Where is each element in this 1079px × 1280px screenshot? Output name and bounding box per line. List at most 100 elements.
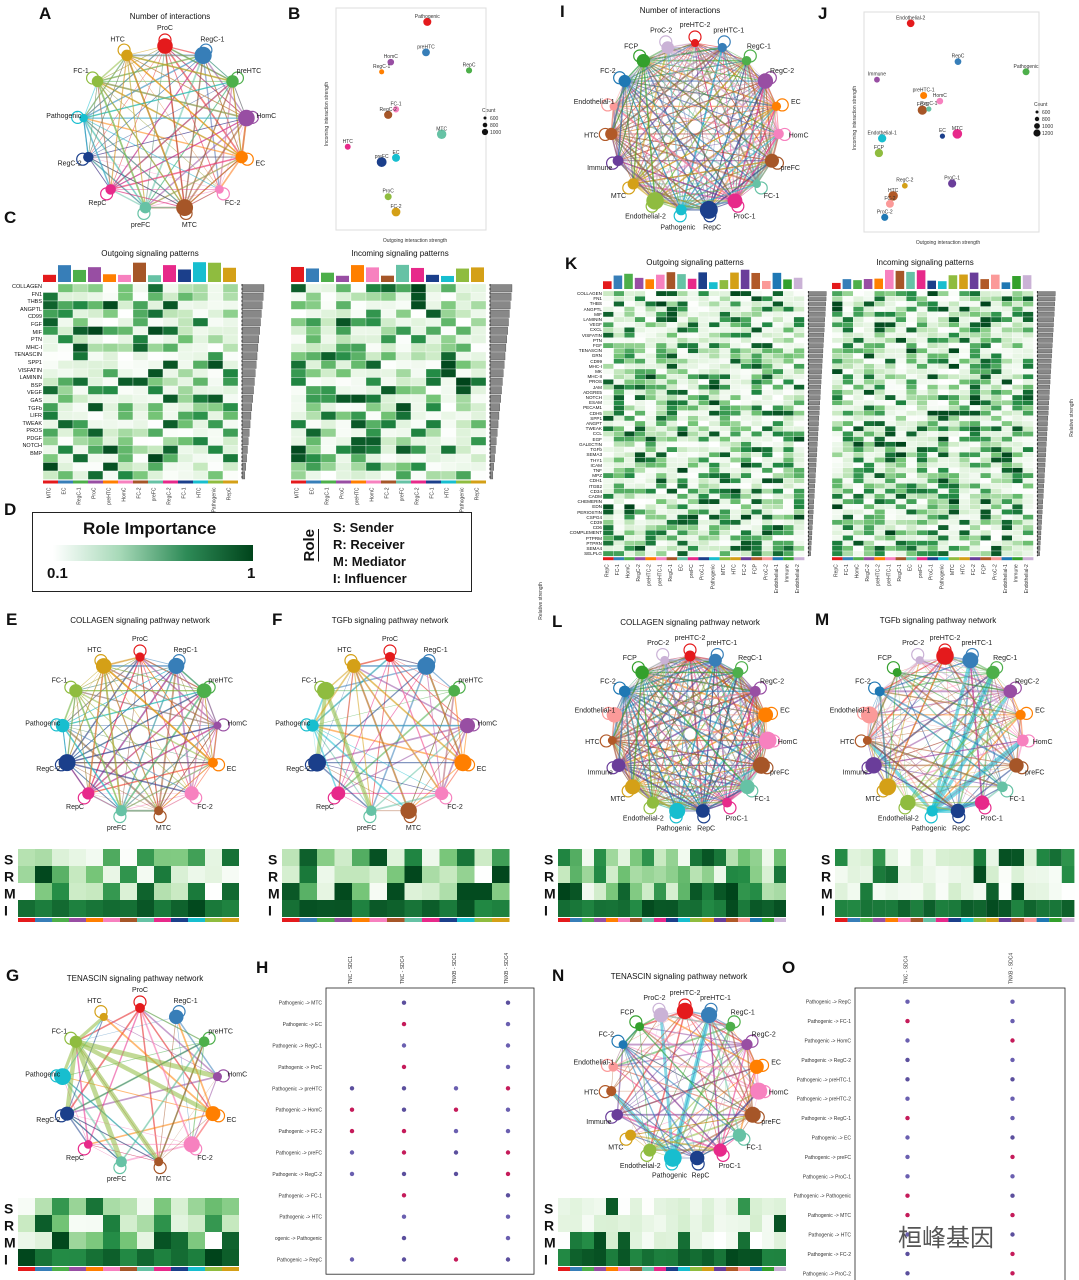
heat-cell xyxy=(853,478,864,484)
heat-cell xyxy=(613,337,625,344)
heat-cell xyxy=(842,519,854,526)
heat-cell xyxy=(708,467,720,474)
side-bar xyxy=(1037,306,1055,312)
heat-cell xyxy=(740,322,752,328)
top-bar xyxy=(751,272,760,289)
heat-cell xyxy=(698,524,710,531)
network-edge xyxy=(88,156,185,209)
role-cell xyxy=(1024,883,1037,900)
heat-cell xyxy=(740,348,752,354)
network-edge xyxy=(624,80,773,162)
heat-cell xyxy=(719,389,731,396)
heat-cell xyxy=(927,436,939,442)
heat-cell xyxy=(927,353,939,359)
network-edge xyxy=(88,156,146,208)
network-a: ProCRegC-1preHTCHomCECFC-2MTCpreFCRepCRe… xyxy=(46,25,276,229)
pathway-label: FN1 xyxy=(593,296,602,302)
network-node xyxy=(417,657,436,675)
heat-cell xyxy=(645,342,657,349)
top-bar xyxy=(208,262,221,282)
heat-cell xyxy=(677,384,688,390)
heat-cell xyxy=(969,306,981,312)
role-cell xyxy=(52,1198,69,1215)
network-node xyxy=(609,102,618,111)
scatter-point-label: preHTC xyxy=(417,44,435,50)
heat-cell xyxy=(655,420,667,427)
network-node xyxy=(708,653,722,667)
heat-cell xyxy=(906,405,917,411)
heat-cell xyxy=(884,374,896,380)
heat-cell xyxy=(831,514,843,520)
role-strip xyxy=(282,918,300,922)
network-edge xyxy=(879,691,1021,716)
pathway-label: LAMININ xyxy=(19,375,42,382)
network-node xyxy=(892,668,902,677)
heat-cell xyxy=(207,326,224,336)
side-bar xyxy=(808,379,822,385)
role-cell xyxy=(317,866,335,883)
heat-cell xyxy=(666,540,678,546)
heat-cell xyxy=(980,519,992,526)
side-bar xyxy=(1037,457,1046,463)
heat-cell xyxy=(740,358,752,364)
role-cell xyxy=(154,1198,171,1215)
heat-cell xyxy=(853,363,864,370)
heat-cell xyxy=(395,411,412,421)
heat-cell xyxy=(365,326,382,336)
heat-cell xyxy=(948,472,960,479)
network-edge xyxy=(624,691,704,812)
dotplot-dot xyxy=(401,1257,407,1262)
celltype-strip xyxy=(613,557,625,561)
side-bar xyxy=(1037,431,1048,437)
role-cell xyxy=(923,849,936,866)
heat-cell xyxy=(1022,509,1034,515)
scatter-point-label: HTC xyxy=(343,139,354,145)
heat-cell xyxy=(969,441,981,448)
heat-cell xyxy=(863,514,875,520)
heat-cell xyxy=(87,360,104,370)
heat-cell xyxy=(624,436,635,442)
heat-cell xyxy=(751,488,763,494)
heat-cell xyxy=(290,445,307,455)
heat-cell xyxy=(380,326,397,336)
heat-cell xyxy=(863,384,875,390)
heat-cell xyxy=(162,411,179,421)
scatter-point xyxy=(920,91,928,100)
role-cell xyxy=(387,900,405,917)
network-node xyxy=(690,38,700,48)
heat-cell xyxy=(440,343,457,353)
heat-cell xyxy=(990,446,1002,453)
side-bar xyxy=(808,364,823,369)
role-cell xyxy=(317,883,335,900)
network-edge xyxy=(643,60,766,82)
heat-cell xyxy=(677,483,688,489)
heat-cell xyxy=(740,519,752,526)
role-cell xyxy=(898,849,911,866)
heat-cell xyxy=(380,292,397,302)
heat-cell xyxy=(895,322,907,328)
network-edge xyxy=(175,1016,219,1078)
network-node-label: preFC xyxy=(131,222,150,229)
heat-cell xyxy=(842,441,854,448)
heat-cell xyxy=(162,360,179,370)
celltype-label: ProC xyxy=(340,487,346,499)
celltype-label: Pathogenic xyxy=(212,487,218,513)
celltype-strip xyxy=(163,480,178,484)
celltype-strip xyxy=(291,480,306,484)
heat-cell xyxy=(72,300,89,310)
top-bar xyxy=(624,273,633,289)
heat-cell xyxy=(192,453,209,463)
heat-cell xyxy=(87,300,104,310)
heat-cell xyxy=(677,363,688,370)
heat-cell xyxy=(677,405,688,411)
heat-cell xyxy=(395,360,412,370)
network-edge xyxy=(756,80,767,184)
celltype-label: RepC xyxy=(833,564,839,577)
role-cell xyxy=(630,849,642,866)
heat-cell xyxy=(772,358,784,364)
top-bar xyxy=(291,266,304,282)
heat-cell xyxy=(853,301,864,307)
heat-cell xyxy=(959,493,970,500)
network-edge xyxy=(756,106,778,185)
heat-cell xyxy=(842,332,854,338)
